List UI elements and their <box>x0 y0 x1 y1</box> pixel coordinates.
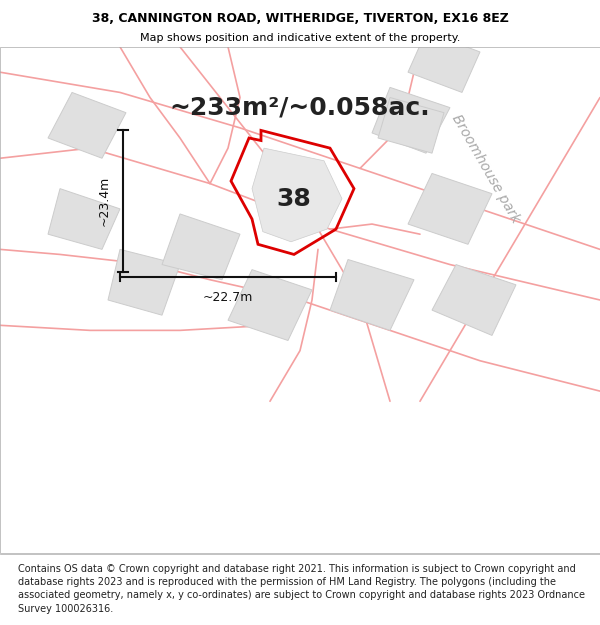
Text: Contains OS data © Crown copyright and database right 2021. This information is : Contains OS data © Crown copyright and d… <box>18 564 585 614</box>
Polygon shape <box>228 269 312 341</box>
Polygon shape <box>408 32 480 92</box>
Text: ~233m²/~0.058ac.: ~233m²/~0.058ac. <box>170 96 430 119</box>
Polygon shape <box>48 92 126 158</box>
Polygon shape <box>252 148 342 242</box>
Polygon shape <box>432 264 516 336</box>
Text: 38, CANNINGTON ROAD, WITHERIDGE, TIVERTON, EX16 8EZ: 38, CANNINGTON ROAD, WITHERIDGE, TIVERTO… <box>92 12 508 25</box>
Polygon shape <box>48 189 120 249</box>
Text: ~22.7m: ~22.7m <box>203 291 253 304</box>
Text: ~23.4m: ~23.4m <box>98 176 111 226</box>
Polygon shape <box>372 88 450 153</box>
Text: Map shows position and indicative extent of the property.: Map shows position and indicative extent… <box>140 32 460 43</box>
Text: Broomhouse park: Broomhouse park <box>449 112 523 225</box>
Polygon shape <box>108 249 180 315</box>
Text: 38: 38 <box>277 187 311 211</box>
Polygon shape <box>378 98 444 153</box>
Polygon shape <box>162 214 240 280</box>
Polygon shape <box>408 173 492 244</box>
Polygon shape <box>330 259 414 331</box>
